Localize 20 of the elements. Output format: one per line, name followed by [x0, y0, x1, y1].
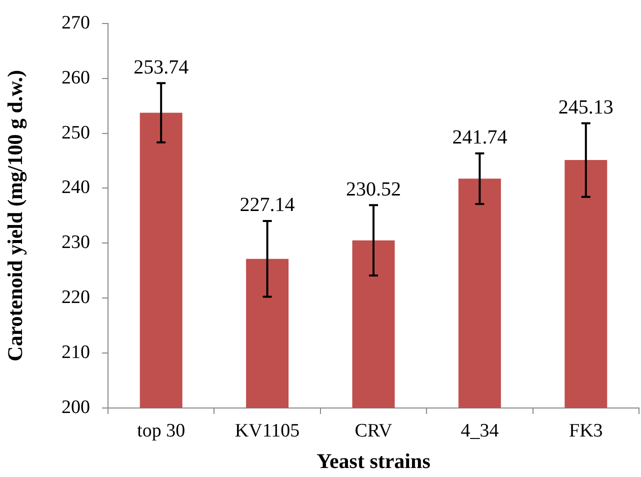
- y-tick-label: 240: [62, 177, 90, 198]
- x-tick-label: top 30: [137, 420, 186, 442]
- y-tick-label: 210: [62, 342, 90, 364]
- y-tick-label: 200: [62, 396, 90, 418]
- x-tick-label: CRV: [354, 420, 393, 442]
- y-tick-label: 250: [62, 122, 90, 144]
- data-label: 227.14: [240, 194, 295, 216]
- data-label: 245.13: [558, 96, 614, 118]
- data-label: 241.74: [452, 126, 508, 149]
- data-label: 253.74: [134, 56, 189, 78]
- y-tick-label: 230: [62, 232, 90, 254]
- y-tick-label: 270: [62, 12, 90, 34]
- x-tick-label: FK3: [569, 420, 603, 442]
- x-axis-title: Yeast strains: [316, 448, 430, 473]
- y-axis-title: Carotenoid yield (mg/100 g d.w.): [3, 70, 28, 362]
- data-label: 230.52: [346, 178, 401, 200]
- x-tick-label: KV1105: [234, 420, 300, 442]
- y-tick-label: 260: [62, 67, 90, 88]
- x-tick-label: 4_34: [460, 420, 500, 442]
- y-tick-label: 220: [62, 287, 90, 308]
